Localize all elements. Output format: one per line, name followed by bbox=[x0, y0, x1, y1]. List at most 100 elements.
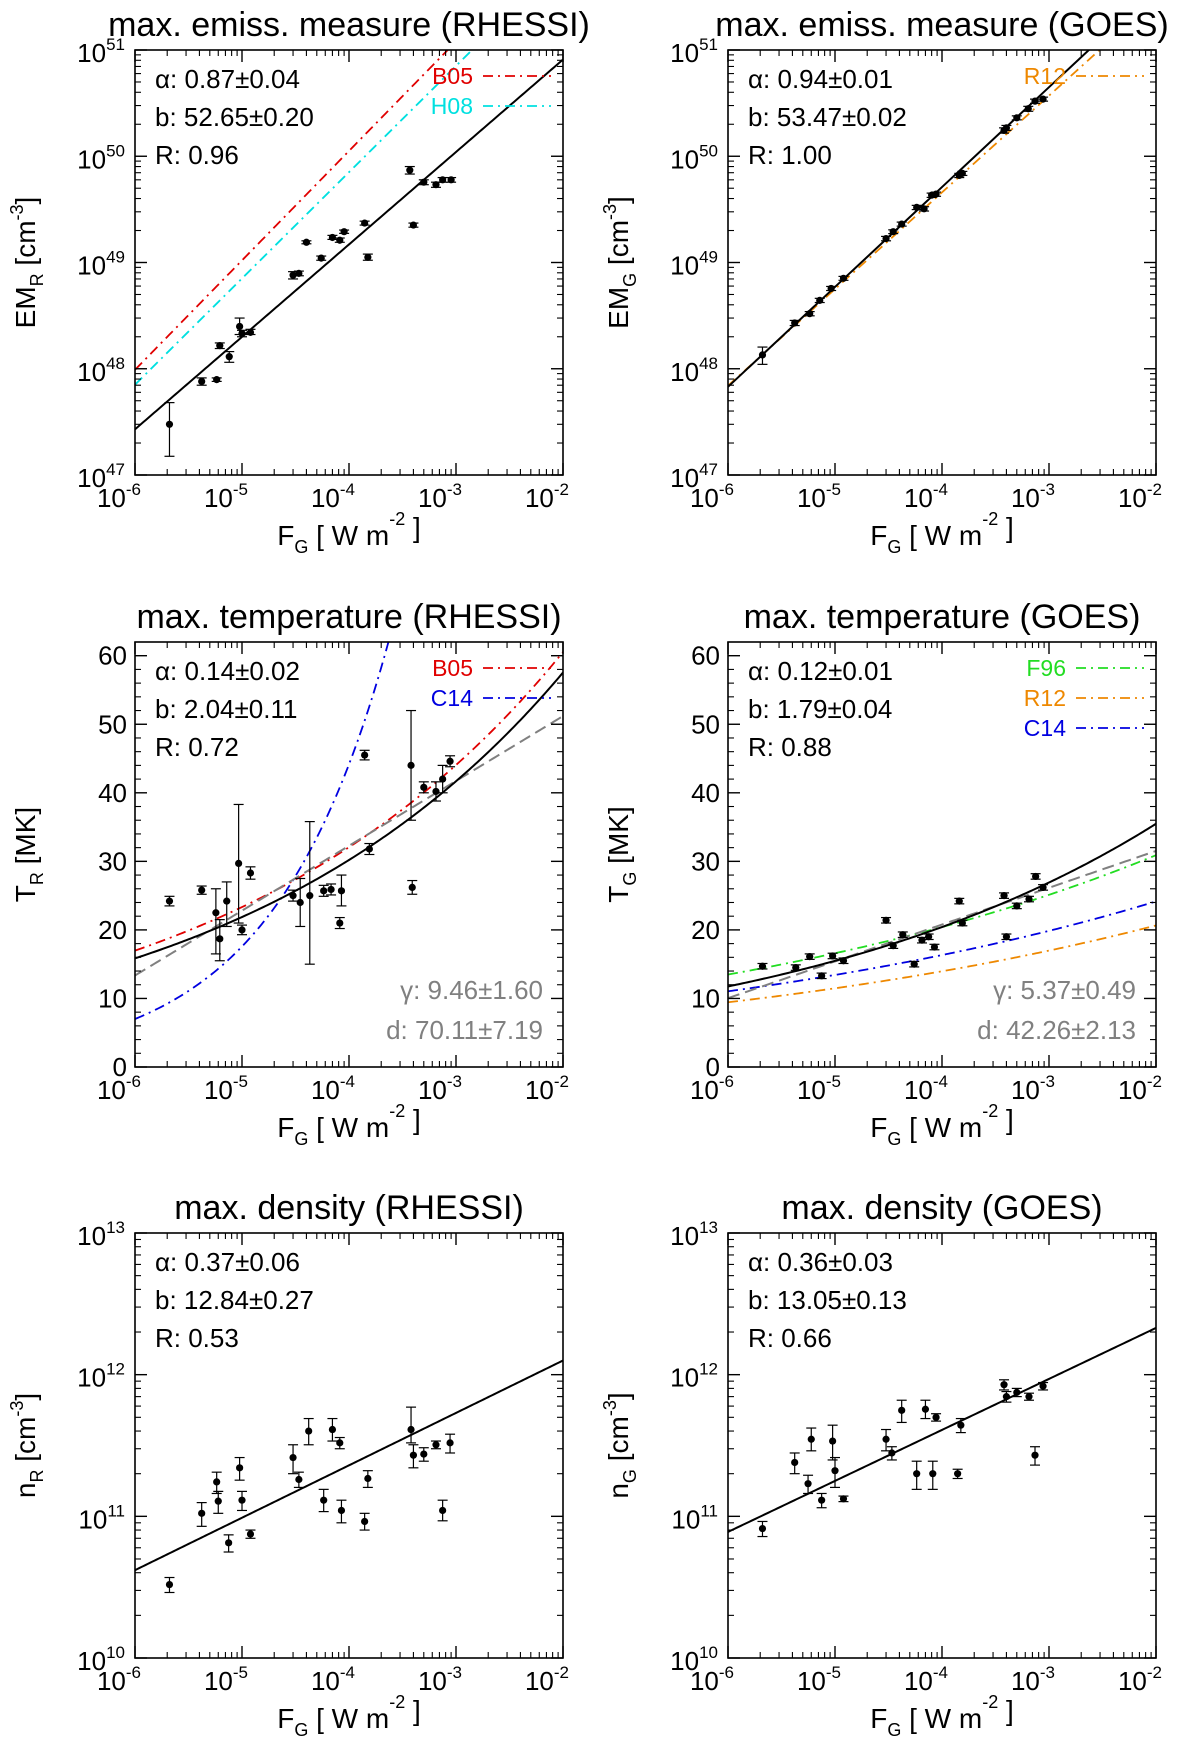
fit-stat: R: 0.72 bbox=[155, 732, 239, 762]
data-point bbox=[886, 1446, 897, 1461]
data-point bbox=[327, 233, 338, 242]
x-tick-label: 10-6 bbox=[690, 1072, 734, 1105]
x-tick-label: 10-6 bbox=[97, 1663, 141, 1696]
data-point bbox=[288, 271, 299, 280]
loglinear-fit-line bbox=[728, 849, 1156, 1000]
panel-title: max. density (RHESSI) bbox=[174, 1189, 524, 1227]
marker bbox=[839, 957, 848, 965]
marker bbox=[295, 269, 303, 277]
data-point bbox=[430, 781, 441, 802]
data-point bbox=[888, 228, 899, 236]
data-point bbox=[334, 236, 345, 244]
y-axis-label: EMG [cm-3] bbox=[600, 196, 640, 329]
loglinear-stat: γ: 5.37±0.49 bbox=[993, 975, 1136, 1005]
data-point bbox=[830, 1456, 840, 1489]
panel-title: max. emiss. measure (GOES) bbox=[715, 6, 1168, 44]
marker bbox=[439, 775, 447, 783]
data-point bbox=[789, 319, 800, 327]
fit-stat: R: 1.00 bbox=[748, 140, 832, 170]
legend-label-f96: F96 bbox=[1026, 655, 1066, 681]
data-point bbox=[245, 328, 256, 336]
marker bbox=[212, 909, 220, 917]
data-point bbox=[1038, 95, 1049, 103]
marker bbox=[305, 1427, 313, 1435]
marker bbox=[957, 1421, 965, 1429]
marker bbox=[214, 1497, 222, 1505]
data-point bbox=[911, 1460, 922, 1490]
fit-stat: α: 0.36±0.03 bbox=[748, 1247, 893, 1277]
marker bbox=[213, 1478, 221, 1486]
x-tick-label: 10-4 bbox=[904, 480, 948, 513]
y-tick-label: 1047 bbox=[77, 460, 125, 493]
marker bbox=[295, 1475, 303, 1484]
data-point bbox=[221, 881, 232, 928]
marker bbox=[238, 1496, 246, 1504]
marker bbox=[337, 1506, 346, 1515]
data-point bbox=[445, 1433, 456, 1454]
data-point bbox=[1001, 1390, 1012, 1403]
y-axis-label: nG [cm-3] bbox=[600, 1392, 640, 1498]
data-point bbox=[757, 962, 768, 970]
marker bbox=[1002, 1393, 1011, 1401]
marker bbox=[446, 757, 454, 765]
x-axis-label: FG [ W m-2 ] bbox=[277, 1101, 421, 1149]
marker bbox=[818, 972, 826, 980]
power-fit-line bbox=[135, 671, 563, 960]
marker bbox=[1000, 892, 1008, 900]
plot-area bbox=[135, 1359, 563, 1594]
marker bbox=[829, 1437, 837, 1445]
y-tick-label: 1013 bbox=[77, 1218, 125, 1251]
fit-stat: b: 12.84±0.27 bbox=[155, 1285, 314, 1315]
data-point bbox=[234, 1456, 245, 1481]
data-point bbox=[303, 1417, 314, 1446]
data-point bbox=[437, 176, 448, 184]
plot-area bbox=[728, 50, 1101, 388]
y-tick-label: 20 bbox=[98, 915, 127, 945]
x-tick-label: 10-3 bbox=[418, 1663, 462, 1696]
fit-stat: b: 2.04±0.11 bbox=[155, 694, 297, 724]
data-point bbox=[336, 874, 347, 907]
data-point bbox=[437, 1499, 448, 1522]
data-point bbox=[790, 964, 801, 972]
data-point bbox=[955, 1417, 966, 1434]
x-tick-label: 10-3 bbox=[1011, 1072, 1055, 1105]
marker bbox=[216, 935, 224, 943]
data-point bbox=[214, 342, 225, 350]
marker bbox=[198, 886, 206, 894]
data-point bbox=[293, 1471, 304, 1489]
data-point bbox=[911, 203, 922, 212]
data-point bbox=[327, 1417, 338, 1442]
fit-stat: α: 0.37±0.06 bbox=[155, 1247, 300, 1277]
data-point bbox=[334, 916, 345, 930]
fit-stat: α: 0.12±0.01 bbox=[748, 656, 893, 686]
marker bbox=[238, 329, 246, 338]
marker bbox=[827, 284, 835, 293]
marker bbox=[955, 897, 963, 905]
data-point bbox=[806, 1427, 817, 1452]
marker bbox=[289, 1453, 297, 1462]
power-fit-line bbox=[135, 58, 563, 431]
marker bbox=[408, 883, 416, 892]
data-point bbox=[301, 238, 312, 246]
panel-max-emiss-rhessi: 10-6 10-5 10-4 10-3 10-2 1047 1048 1049 1050 1051… bbox=[7, 6, 590, 557]
ref-line-c14 bbox=[135, 642, 390, 1020]
marker bbox=[920, 205, 928, 213]
data-point bbox=[826, 284, 837, 293]
y-tick-label: 1011 bbox=[78, 1501, 125, 1534]
marker bbox=[930, 943, 939, 951]
data-point bbox=[1011, 1387, 1022, 1398]
marker bbox=[336, 1439, 344, 1447]
fit-stat: R: 0.88 bbox=[748, 732, 832, 762]
marker bbox=[925, 933, 933, 941]
data-point bbox=[318, 884, 329, 897]
ref-line-b05 bbox=[135, 651, 563, 952]
data-point bbox=[214, 919, 225, 962]
marker bbox=[910, 960, 918, 968]
marker bbox=[1039, 1382, 1047, 1390]
marker bbox=[829, 952, 837, 960]
y-tick-label: 60 bbox=[691, 641, 720, 671]
legend-label-c14: C14 bbox=[1024, 715, 1066, 741]
data-point bbox=[359, 1512, 370, 1531]
data-point bbox=[999, 1379, 1010, 1391]
